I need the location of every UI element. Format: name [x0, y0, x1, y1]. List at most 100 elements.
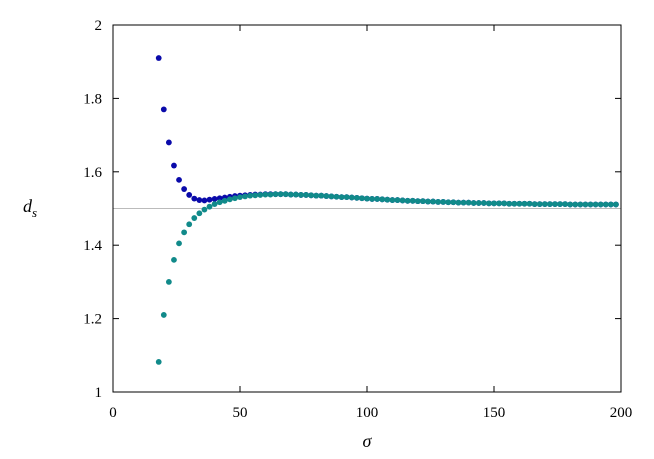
data-point	[237, 194, 243, 201]
data-point	[232, 195, 238, 202]
data-point	[318, 192, 325, 199]
data-point	[455, 199, 462, 206]
data-point	[176, 176, 182, 183]
data-point	[546, 201, 553, 207]
y-axis-label-subscript: s	[32, 205, 37, 220]
data-point	[343, 194, 350, 201]
data-point	[267, 191, 274, 198]
data-point	[226, 196, 233, 203]
y-tick-label: 1.4	[83, 238, 102, 254]
data-point	[435, 198, 442, 205]
data-point	[186, 192, 193, 198]
data-point	[496, 200, 502, 207]
data-point	[155, 55, 162, 61]
data-point	[247, 192, 254, 199]
data-point	[607, 201, 614, 208]
data-point	[516, 200, 523, 207]
data-point	[272, 191, 279, 198]
data-point	[160, 312, 167, 318]
series-layer	[155, 55, 619, 365]
data-point	[206, 196, 213, 203]
x-tick-label: 50	[233, 405, 248, 421]
data-point	[587, 201, 594, 208]
data-point	[353, 194, 360, 201]
data-point	[252, 192, 259, 199]
data-point	[552, 201, 558, 207]
data-point	[613, 201, 619, 208]
data-point	[567, 201, 574, 208]
data-point	[216, 195, 223, 202]
y-tick-label: 2	[95, 18, 103, 34]
data-point	[374, 196, 381, 202]
data-point	[450, 199, 457, 206]
data-point	[531, 201, 538, 207]
data-point	[501, 200, 508, 207]
data-point	[445, 199, 452, 206]
data-point	[399, 197, 406, 204]
data-point	[262, 191, 269, 198]
y-tick-label: 1.6	[83, 165, 102, 181]
data-point	[333, 193, 340, 200]
data-point	[165, 139, 172, 146]
data-point	[379, 196, 386, 203]
y-axis-label: ds	[23, 196, 37, 220]
data-point	[308, 192, 315, 199]
data-point	[480, 200, 487, 206]
data-point	[191, 215, 198, 221]
series-2	[155, 191, 619, 365]
data-point	[165, 279, 172, 285]
data-point	[394, 197, 401, 203]
data-point	[460, 199, 467, 206]
y-tick-label: 1.8	[83, 91, 102, 107]
data-point	[171, 162, 177, 169]
y-tick-label: 1.2	[83, 312, 102, 328]
x-tick-label: 150	[483, 405, 506, 421]
data-point	[557, 201, 563, 207]
data-point	[521, 200, 528, 207]
data-point	[440, 198, 447, 205]
data-point	[541, 201, 548, 207]
data-point	[506, 200, 513, 207]
data-point	[292, 191, 299, 198]
data-point	[171, 256, 177, 263]
data-point	[419, 198, 426, 205]
x-axis-label: σ	[363, 431, 373, 451]
data-point	[470, 200, 477, 206]
x-tick-label: 100	[356, 405, 379, 421]
data-point	[313, 192, 320, 199]
data-point	[364, 195, 370, 202]
data-point	[242, 193, 248, 200]
data-point	[160, 106, 167, 113]
data-point	[211, 196, 218, 202]
data-point	[323, 193, 330, 199]
data-point	[582, 201, 589, 208]
series-1	[155, 55, 619, 208]
data-point	[303, 192, 309, 198]
data-point	[592, 201, 599, 208]
data-point	[389, 197, 396, 203]
x-tick-label: 0	[109, 405, 117, 421]
data-point	[486, 200, 492, 207]
data-point	[425, 198, 431, 205]
data-point	[384, 196, 391, 203]
data-point	[572, 201, 579, 208]
data-point	[536, 201, 543, 207]
y-tick-label: 1	[95, 385, 103, 401]
data-point	[562, 201, 569, 207]
data-point	[328, 193, 335, 200]
data-point	[404, 197, 411, 204]
tick-layer: 0 50 100 150 200 1 1.2 1.4 1.6 1.8 2	[83, 18, 632, 421]
data-point	[201, 197, 208, 204]
x-tick-label: 200	[610, 405, 633, 421]
data-point	[196, 210, 203, 217]
data-point	[181, 186, 188, 192]
data-point	[338, 194, 345, 201]
data-point	[176, 240, 182, 247]
data-point	[287, 191, 294, 198]
data-point	[526, 200, 533, 207]
data-point	[155, 359, 162, 365]
y-axis-label-main: d	[23, 196, 33, 216]
data-point	[602, 201, 609, 208]
data-point	[465, 199, 472, 206]
data-point	[298, 192, 304, 198]
